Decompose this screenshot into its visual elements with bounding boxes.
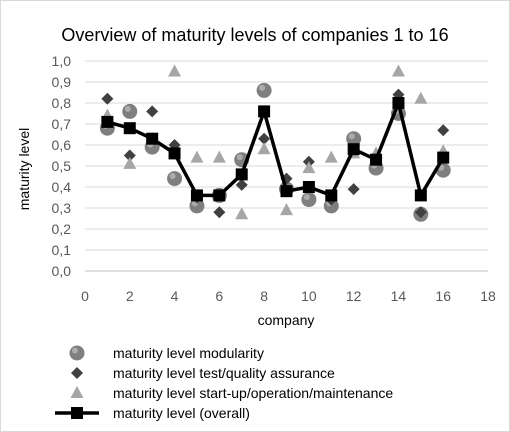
data-point bbox=[146, 132, 159, 145]
data-point bbox=[123, 156, 137, 169]
data-point bbox=[414, 189, 427, 202]
y-tick-label: 0,5 bbox=[52, 158, 72, 174]
data-point bbox=[392, 97, 405, 109]
y-tick-label: 0,1 bbox=[52, 242, 72, 258]
x-tick-labels: 0 2 4 6 8 10 12 14 16 18 bbox=[81, 288, 496, 304]
data-point bbox=[167, 171, 183, 187]
legend-marker bbox=[69, 345, 85, 361]
data-point bbox=[325, 189, 338, 202]
data-point bbox=[213, 206, 226, 219]
y-tick-label: 1,0 bbox=[52, 53, 72, 69]
data-point bbox=[101, 92, 114, 105]
gridlines bbox=[85, 60, 488, 251]
series-square bbox=[101, 97, 450, 202]
legend-item: maturity level start-up/operation/mainte… bbox=[70, 385, 393, 401]
y-tick-label: 0,9 bbox=[52, 74, 72, 90]
x-tick-label: 2 bbox=[126, 288, 134, 304]
data-point bbox=[437, 151, 450, 164]
data-point bbox=[370, 153, 383, 166]
data-point bbox=[414, 206, 427, 219]
data-point bbox=[437, 124, 450, 137]
x-tick-label: 14 bbox=[391, 288, 407, 304]
data-point bbox=[168, 147, 181, 160]
legend-item: maturity level test/quality assurance bbox=[71, 365, 335, 381]
data-point bbox=[257, 142, 271, 155]
x-tick-label: 10 bbox=[301, 288, 317, 304]
data-point bbox=[235, 207, 249, 220]
data-point bbox=[190, 150, 204, 163]
data-point bbox=[280, 185, 293, 198]
legend-marker bbox=[71, 407, 83, 419]
series-marks bbox=[99, 64, 451, 222]
data-point bbox=[122, 103, 138, 119]
legend-marker bbox=[70, 386, 84, 398]
x-axis-label: company bbox=[258, 312, 315, 328]
y-tick-labels: 0,0 0,1 0,2 0,3 0,4 0,5 0,6 0,7 0,8 0,9 1,0 bbox=[52, 53, 72, 279]
x-tick-label: 8 bbox=[260, 288, 268, 304]
legend: maturity level modularity maturity level … bbox=[55, 345, 393, 421]
x-tick-label: 18 bbox=[480, 288, 496, 304]
data-point bbox=[212, 150, 226, 163]
x-tick-label: 12 bbox=[346, 288, 362, 304]
y-tick-label: 0,3 bbox=[52, 200, 72, 216]
legend-marker bbox=[71, 367, 83, 379]
data-point bbox=[168, 64, 182, 77]
y-tick-label: 0,6 bbox=[52, 137, 72, 153]
data-point bbox=[213, 189, 226, 202]
data-point bbox=[123, 122, 136, 135]
chart-title: Overview of maturity levels of companies… bbox=[61, 25, 448, 45]
legend-item: maturity level modularity bbox=[69, 345, 264, 361]
data-point bbox=[302, 161, 316, 174]
data-point bbox=[146, 105, 159, 118]
y-tick-label: 0,4 bbox=[52, 179, 72, 195]
data-point bbox=[235, 178, 248, 191]
data-point bbox=[347, 143, 360, 156]
data-point bbox=[256, 82, 272, 98]
data-point bbox=[101, 115, 114, 128]
legend-item: maturity level (overall) bbox=[55, 405, 250, 421]
data-point bbox=[123, 149, 136, 162]
legend-label: maturity level (overall) bbox=[113, 405, 250, 421]
legend-label: maturity level start-up/operation/mainte… bbox=[113, 385, 393, 401]
y-tick-label: 0,0 bbox=[52, 263, 72, 279]
x-tick-label: 0 bbox=[81, 288, 89, 304]
y-tick-label: 0,8 bbox=[52, 95, 72, 111]
x-tick-label: 4 bbox=[171, 288, 179, 304]
data-point bbox=[391, 64, 405, 77]
data-point bbox=[324, 150, 338, 163]
data-point bbox=[414, 91, 428, 104]
legend-label: maturity level test/quality assurance bbox=[113, 365, 335, 381]
data-point bbox=[190, 189, 203, 202]
data-point bbox=[301, 192, 317, 208]
legend-label: maturity level modularity bbox=[113, 345, 264, 361]
data-point bbox=[302, 181, 315, 193]
data-point bbox=[346, 131, 362, 147]
data-point bbox=[258, 132, 271, 145]
y-axis-label: maturity level bbox=[16, 128, 32, 210]
data-point bbox=[235, 168, 248, 181]
data-point bbox=[258, 105, 271, 118]
series-line bbox=[106, 101, 445, 198]
y-tick-label: 0,2 bbox=[52, 221, 72, 237]
x-tick-label: 16 bbox=[435, 288, 451, 304]
y-tick-label: 0,7 bbox=[52, 116, 72, 132]
x-tick-label: 6 bbox=[215, 288, 223, 304]
data-point bbox=[347, 183, 360, 196]
data-point bbox=[280, 203, 293, 216]
